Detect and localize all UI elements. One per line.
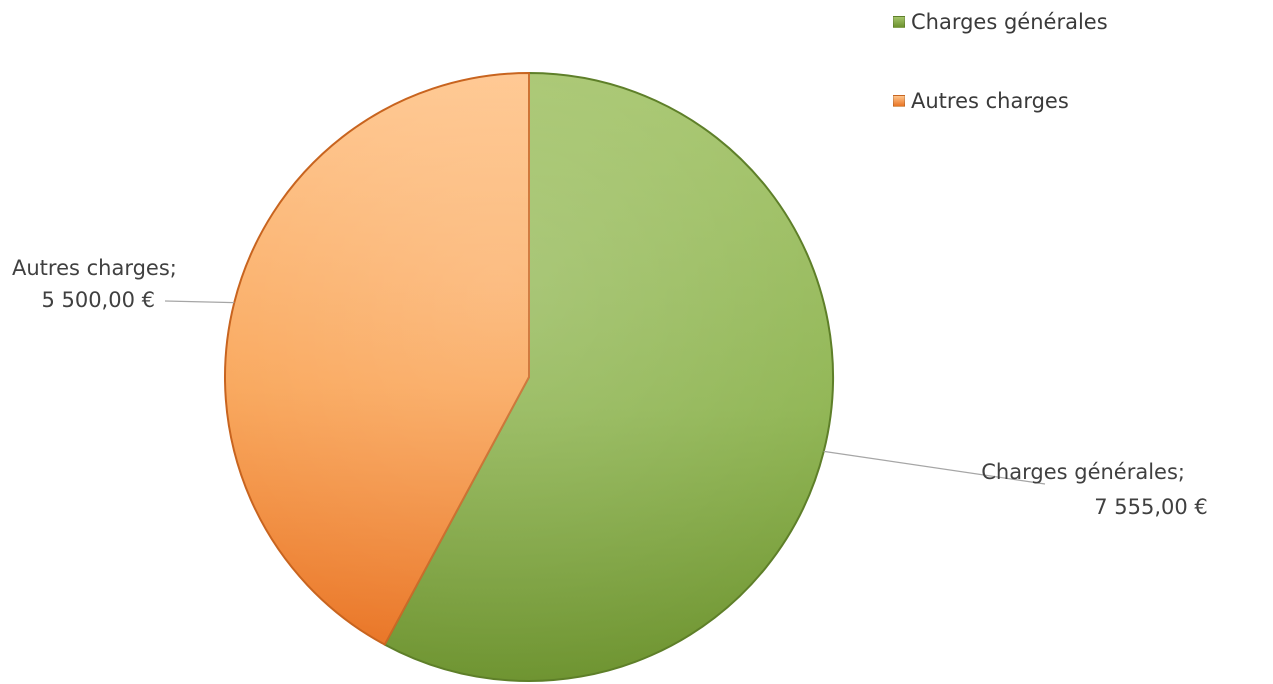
legend-label-autres-charges: Autres charges [911, 89, 1069, 113]
legend-item-charges-generales: Charges générales [893, 6, 1108, 38]
legend-item-autres-charges: Autres charges [893, 85, 1108, 117]
leader-line-autres-charges [164, 300, 235, 304]
pie-slices [224, 72, 834, 682]
legend-label-charges-generales: Charges générales [911, 10, 1108, 34]
data-label-charges-generales-value: 7 555,00 € [1094, 495, 1208, 519]
chart-legend: Charges générales Autres charges [893, 6, 1108, 164]
data-labels: Charges générales; 7 555,00 € Autres cha… [12, 256, 1208, 519]
legend-swatch-autres-charges [893, 95, 905, 107]
data-label-autres-charges-value: 5 500,00 € [41, 288, 155, 312]
pie-highlight [226, 74, 832, 680]
legend-swatch-charges-generales [893, 16, 905, 28]
data-label-charges-generales-name: Charges générales; [981, 460, 1185, 484]
leader-lines [164, 300, 1046, 485]
leader-line-charges-generales [823, 450, 1046, 485]
data-label-autres-charges-name: Autres charges; [12, 256, 177, 280]
